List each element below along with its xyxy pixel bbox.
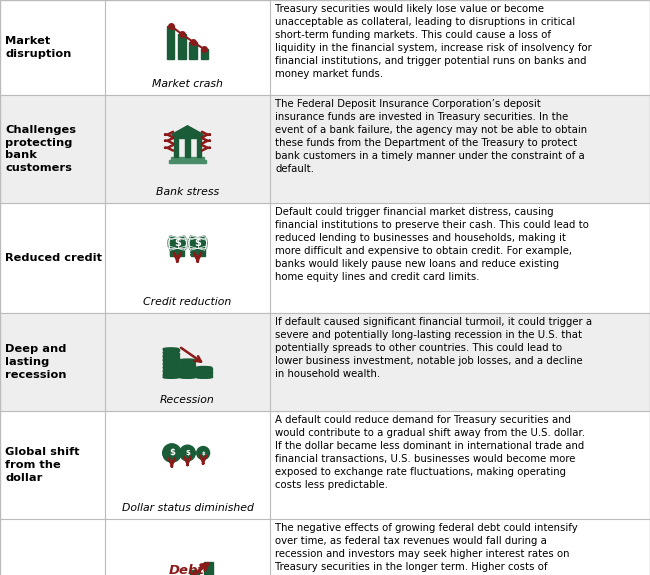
Bar — [0, 95, 650, 203]
Text: The Federal Deposit Insurance Corporation’s deposit
insurance funds are invested: The Federal Deposit Insurance Corporatio… — [275, 99, 587, 174]
Circle shape — [197, 447, 209, 459]
Bar — [190, 251, 205, 254]
Bar — [190, 246, 205, 248]
Bar — [190, 248, 205, 251]
Bar — [163, 349, 179, 351]
Bar — [167, 26, 174, 59]
Bar — [179, 360, 195, 362]
Bar — [163, 375, 179, 377]
Ellipse shape — [190, 254, 205, 256]
Ellipse shape — [196, 366, 212, 369]
Text: A default could reduce demand for Treasury securities and
would contribute to a : A default could reduce demand for Treasu… — [275, 415, 585, 490]
Ellipse shape — [179, 363, 195, 365]
Ellipse shape — [179, 376, 195, 378]
Bar — [189, 42, 197, 59]
Ellipse shape — [190, 251, 205, 254]
Text: Recession: Recession — [160, 395, 215, 405]
Ellipse shape — [190, 243, 205, 246]
Polygon shape — [188, 236, 207, 250]
Text: Global shift
from the
dollar: Global shift from the dollar — [5, 447, 79, 483]
Ellipse shape — [179, 366, 195, 369]
Bar — [178, 34, 186, 59]
Ellipse shape — [179, 370, 195, 372]
Ellipse shape — [170, 254, 185, 256]
Text: Market
disruption: Market disruption — [5, 36, 72, 59]
Bar — [190, 570, 199, 575]
Bar — [196, 367, 212, 370]
Bar — [163, 367, 179, 370]
Bar — [179, 367, 195, 370]
Bar — [163, 360, 179, 362]
Bar — [170, 246, 185, 248]
Bar — [170, 251, 185, 254]
Bar — [163, 371, 179, 374]
Ellipse shape — [190, 246, 205, 248]
Bar — [171, 157, 203, 160]
Ellipse shape — [163, 376, 179, 378]
Polygon shape — [168, 236, 187, 250]
Bar — [174, 138, 177, 157]
Text: $: $ — [194, 238, 201, 248]
Text: If default caused significant financial turmoil, it could trigger a
severe and p: If default caused significant financial … — [275, 317, 592, 379]
Text: The negative effects of growing federal debt could intensify
over time, as feder: The negative effects of growing federal … — [275, 523, 586, 575]
Ellipse shape — [163, 348, 179, 350]
Bar — [163, 364, 179, 366]
Text: Treasury securities would likely lose value or become
unacceptable as collateral: Treasury securities would likely lose va… — [275, 4, 592, 79]
Ellipse shape — [163, 359, 179, 361]
Ellipse shape — [179, 374, 195, 376]
Polygon shape — [168, 236, 187, 250]
Ellipse shape — [163, 366, 179, 369]
Text: Deep and
lasting
recession: Deep and lasting recession — [5, 344, 66, 380]
Text: Dollar status diminished: Dollar status diminished — [122, 503, 254, 513]
Ellipse shape — [163, 351, 179, 354]
Circle shape — [162, 444, 181, 462]
Ellipse shape — [170, 248, 185, 251]
Bar — [179, 375, 195, 377]
Text: Default could trigger financial market distress, causing
financial institutions : Default could trigger financial market d… — [275, 207, 589, 282]
Bar — [172, 135, 203, 138]
Bar — [163, 352, 179, 355]
Ellipse shape — [170, 251, 185, 254]
Ellipse shape — [190, 248, 205, 251]
Ellipse shape — [196, 376, 212, 378]
Bar — [196, 371, 212, 374]
Text: $: $ — [202, 450, 205, 455]
Text: $: $ — [185, 450, 190, 456]
Bar — [201, 49, 208, 59]
Polygon shape — [172, 126, 203, 135]
Bar — [170, 254, 185, 256]
Polygon shape — [189, 238, 206, 248]
Circle shape — [179, 445, 195, 461]
Ellipse shape — [170, 246, 185, 248]
Bar — [190, 254, 205, 256]
Ellipse shape — [196, 370, 212, 372]
Bar — [203, 562, 213, 575]
Ellipse shape — [163, 374, 179, 376]
Ellipse shape — [196, 374, 212, 376]
Text: Challenges
protecting
bank
customers: Challenges protecting bank customers — [5, 125, 76, 173]
Text: Debt: Debt — [168, 564, 204, 575]
Text: Reduced credit: Reduced credit — [5, 253, 102, 263]
Ellipse shape — [163, 355, 179, 358]
Bar — [179, 364, 195, 366]
Bar — [185, 138, 190, 157]
Bar — [170, 160, 205, 163]
Text: Credit reduction: Credit reduction — [144, 297, 231, 307]
Ellipse shape — [163, 370, 179, 372]
Bar — [170, 248, 185, 251]
Bar — [163, 356, 179, 359]
Ellipse shape — [170, 243, 185, 246]
Bar — [179, 371, 195, 374]
Text: $: $ — [169, 448, 175, 458]
Bar — [196, 375, 212, 377]
Polygon shape — [168, 238, 186, 248]
Polygon shape — [188, 236, 207, 250]
Bar — [198, 138, 202, 157]
Text: $: $ — [174, 238, 181, 248]
Bar — [0, 313, 650, 411]
Text: Bank stress: Bank stress — [156, 187, 219, 197]
Ellipse shape — [179, 359, 195, 361]
Ellipse shape — [163, 363, 179, 365]
Text: Market crash: Market crash — [152, 79, 223, 89]
